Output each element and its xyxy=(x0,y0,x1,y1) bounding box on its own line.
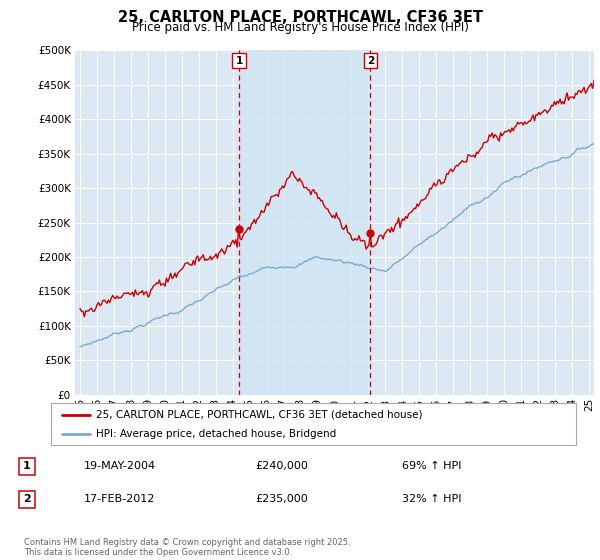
Text: 69% ↑ HPI: 69% ↑ HPI xyxy=(402,461,462,472)
Text: 19-MAY-2004: 19-MAY-2004 xyxy=(84,461,156,472)
Text: £235,000: £235,000 xyxy=(256,494,308,505)
Text: Contains HM Land Registry data © Crown copyright and database right 2025.
This d: Contains HM Land Registry data © Crown c… xyxy=(24,538,350,557)
Text: 25, CARLTON PLACE, PORTHCAWL, CF36 3ET (detached house): 25, CARLTON PLACE, PORTHCAWL, CF36 3ET (… xyxy=(95,409,422,419)
Text: 2: 2 xyxy=(367,55,374,66)
Text: HPI: Average price, detached house, Bridgend: HPI: Average price, detached house, Brid… xyxy=(95,429,336,439)
Text: Price paid vs. HM Land Registry's House Price Index (HPI): Price paid vs. HM Land Registry's House … xyxy=(131,21,469,34)
Text: 32% ↑ HPI: 32% ↑ HPI xyxy=(402,494,462,505)
Text: 17-FEB-2012: 17-FEB-2012 xyxy=(85,494,155,505)
Text: 25, CARLTON PLACE, PORTHCAWL, CF36 3ET: 25, CARLTON PLACE, PORTHCAWL, CF36 3ET xyxy=(118,10,482,25)
Text: 1: 1 xyxy=(23,461,31,472)
Bar xyxy=(239,50,370,395)
Text: 1: 1 xyxy=(235,55,242,66)
Text: 2: 2 xyxy=(23,494,31,505)
Text: £240,000: £240,000 xyxy=(256,461,308,472)
